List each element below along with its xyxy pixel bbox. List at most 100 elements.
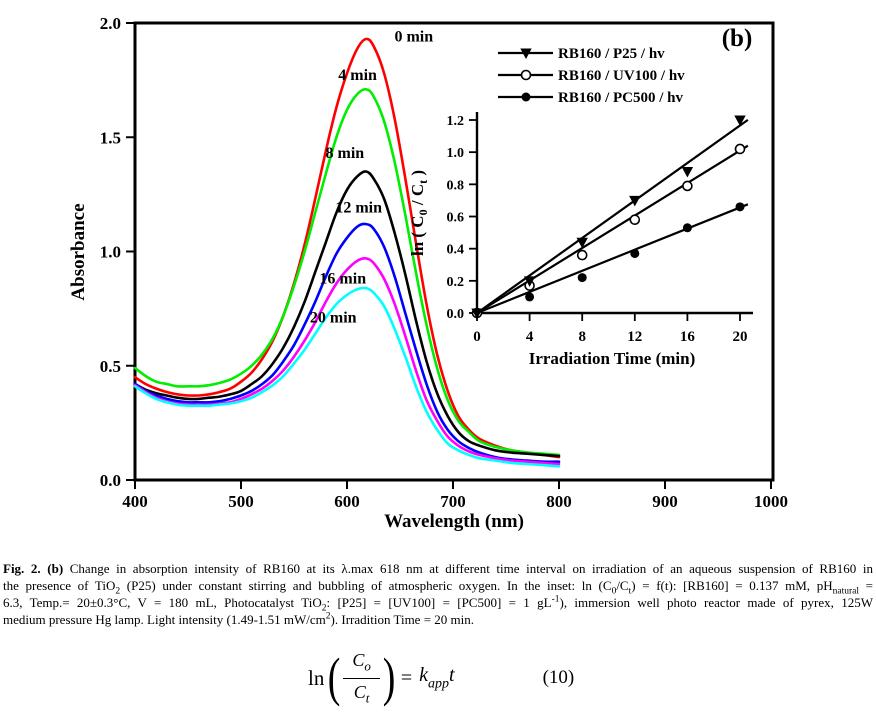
data-point-rb160-p25-hv bbox=[471, 308, 483, 319]
spectrum-curve-4-min bbox=[133, 87, 561, 457]
curve-label-20-min: 20 min bbox=[310, 309, 357, 326]
legend-marker-rb160-pc500-hv bbox=[521, 92, 531, 102]
equation-row: ln ( Co Ct ) = kappt (10) bbox=[308, 650, 574, 706]
data-point-rb160-pc500-hv bbox=[525, 292, 535, 302]
inset-x-tick-label: 20 bbox=[733, 329, 748, 345]
main-y-tick-label: 1.5 bbox=[100, 128, 121, 147]
main-x-tick-label: 400 bbox=[122, 492, 148, 511]
caption-text-run: /C bbox=[616, 578, 629, 593]
curve-label-16-min: 16 min bbox=[319, 270, 366, 287]
eq-numerator-sub: o bbox=[364, 658, 371, 674]
eq-denominator: Ct bbox=[343, 679, 380, 707]
inset-x-tick-label: 0 bbox=[473, 329, 481, 345]
inset-y-tick-label: 1.2 bbox=[447, 114, 465, 129]
inset-y-tick-label: 0.0 bbox=[447, 307, 465, 322]
eq-denominator-base: C bbox=[353, 681, 366, 702]
eq-ln: ln bbox=[308, 665, 325, 690]
inset-y-tick-label: 0.6 bbox=[447, 211, 465, 226]
eq-numerator-base: C bbox=[352, 650, 365, 670]
caption-text-run: Fig. 2. (b) bbox=[3, 561, 64, 576]
fit-line-rb160-p25-hv bbox=[476, 118, 749, 314]
main-y-axis-label: Absorbance bbox=[68, 203, 89, 300]
main-y-tick-label: 1.0 bbox=[100, 243, 121, 262]
caption-text-run: 2 bbox=[325, 611, 331, 622]
data-point-rb160-pc500-hv bbox=[735, 202, 745, 212]
caption-text-run: Change in absorption intensity of RB160 … bbox=[63, 561, 873, 576]
caption-text-run: ) = f(t): [RB160] = 0.137 mM, pH bbox=[631, 578, 833, 593]
legend-label-rb160-p25-hv: RB160 / P25 / hv bbox=[558, 46, 665, 62]
data-point-rb160-uv100-hv bbox=[682, 180, 693, 192]
caption-text-run: 2 bbox=[321, 603, 327, 614]
figure-caption: Fig. 2. (b) Change in absorption intensi… bbox=[3, 560, 873, 628]
eq-denominator-sub: t bbox=[365, 690, 370, 706]
caption-text-run: 6.3, Temp.= 20±0.3°C, V = 180 mL, Photoc… bbox=[3, 595, 322, 610]
inset-y-axis-label: ln ( C0 / Ct ) bbox=[408, 170, 430, 256]
eq-open-paren: ( bbox=[328, 647, 341, 708]
main-x-tick-label: 600 bbox=[334, 492, 360, 511]
caption-text-run: 0 bbox=[611, 586, 617, 597]
caption-text-run: t bbox=[628, 586, 632, 597]
data-point-rb160-p25-hv bbox=[523, 276, 536, 287]
inset-x-tick-label: 12 bbox=[627, 329, 642, 345]
eq-fraction: Co Ct bbox=[343, 650, 380, 706]
curve-label-4-min: 4 min bbox=[338, 67, 377, 84]
eq-time-var: t bbox=[449, 663, 455, 686]
fit-line-rb160-pc500-hv bbox=[476, 203, 749, 315]
inset-x-axis-label: Irradiation Time (min) bbox=[529, 349, 696, 368]
main-y-tick-label: 0.0 bbox=[100, 471, 121, 490]
caption-text-run: natural bbox=[832, 586, 859, 597]
data-point-rb160-uv100-hv bbox=[576, 249, 588, 261]
inset-x-tick-label: 4 bbox=[526, 329, 534, 345]
caption-text-run: : [P25] = [UV100] = [PC500] = 1 gL bbox=[326, 595, 552, 610]
curve-label-12-min: 12 min bbox=[335, 200, 382, 217]
main-x-tick-label: 500 bbox=[228, 492, 254, 511]
equation-10: ln ( Co Ct ) = kappt bbox=[308, 650, 455, 706]
main-x-tick-label: 800 bbox=[546, 492, 572, 511]
eq-k-base: k bbox=[419, 663, 428, 686]
eq-numerator: Co bbox=[343, 650, 380, 679]
spectrum-curve-16-min bbox=[133, 257, 561, 466]
eq-close-paren: ) bbox=[382, 647, 396, 708]
data-point-rb160-pc500-hv bbox=[630, 248, 640, 258]
spectrum-curve-0-min bbox=[133, 37, 561, 459]
caption-text-run: = bbox=[859, 578, 873, 593]
main-x-tick-label: 1000 bbox=[754, 492, 788, 511]
caption-text-run: (P25) under constant stirring and bubbli… bbox=[120, 578, 612, 593]
data-point-rb160-p25-hv bbox=[576, 237, 588, 249]
caption-line-2: the presence of TiO2 (P25) under constan… bbox=[3, 577, 873, 597]
caption-text-run: medium pressure Hg lamp. Light intensity… bbox=[3, 612, 326, 627]
inset-x-tick-label: 8 bbox=[578, 329, 586, 345]
equation-number: (10) bbox=[542, 667, 575, 689]
caption-text-run: the presence of TiO bbox=[3, 578, 116, 593]
caption-text-run: ). Irradition Time = 20 min. bbox=[330, 612, 475, 627]
inset-y-label-part: ln ( C bbox=[408, 215, 427, 256]
panel-label: (b) bbox=[722, 25, 753, 52]
inset-y-label-part: ) bbox=[408, 170, 427, 180]
inset-x-tick-label: 16 bbox=[680, 329, 696, 345]
eq-rate-term: kappt bbox=[419, 664, 454, 692]
spectrum-curve-20-min bbox=[133, 286, 561, 468]
main-y-tick-label: 0.5 bbox=[100, 357, 121, 376]
data-point-rb160-uv100-hv bbox=[734, 143, 746, 155]
data-point-rb160-pc500-hv bbox=[682, 223, 692, 233]
curve-label-0-min: 0 min bbox=[394, 28, 433, 45]
inset-y-label-part: 0 bbox=[416, 209, 430, 215]
curve-label-8-min: 8 min bbox=[326, 145, 365, 162]
data-point-rb160-p25-hv bbox=[629, 195, 641, 207]
legend-label-rb160-uv100-hv: RB160 / UV100 / hv bbox=[558, 68, 685, 84]
data-point-rb160-p25-hv bbox=[734, 115, 746, 127]
legend-marker-rb160-uv100-hv bbox=[520, 69, 532, 81]
data-point-rb160-pc500-hv bbox=[577, 273, 587, 283]
caption-text-run: ), immersion well photo reactor made of … bbox=[559, 595, 874, 610]
spectrum-curve-12-min bbox=[133, 222, 561, 464]
data-point-rb160-uv100-hv bbox=[629, 214, 641, 226]
fit-line-rb160-uv100-hv bbox=[476, 144, 749, 314]
main-x-tick-label: 900 bbox=[652, 492, 678, 511]
caption-line-1: Fig. 2. (b) Change in absorption intensi… bbox=[3, 560, 873, 577]
caption-text-run: 2 bbox=[115, 586, 121, 597]
legend-marker-rb160-p25-hv bbox=[520, 48, 532, 59]
main-y-tick-label: 2.0 bbox=[100, 14, 121, 33]
inset-y-tick-label: 0.4 bbox=[447, 243, 465, 258]
